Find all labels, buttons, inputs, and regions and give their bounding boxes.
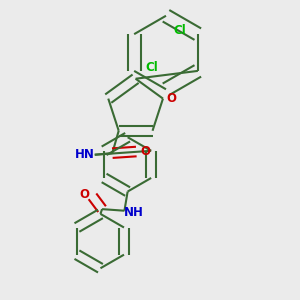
Text: O: O xyxy=(166,92,176,105)
Text: O: O xyxy=(140,145,150,158)
Text: NH: NH xyxy=(124,206,144,219)
Text: Cl: Cl xyxy=(146,61,158,74)
Text: O: O xyxy=(80,188,89,201)
Text: HN: HN xyxy=(75,148,94,161)
Text: Cl: Cl xyxy=(174,25,187,38)
